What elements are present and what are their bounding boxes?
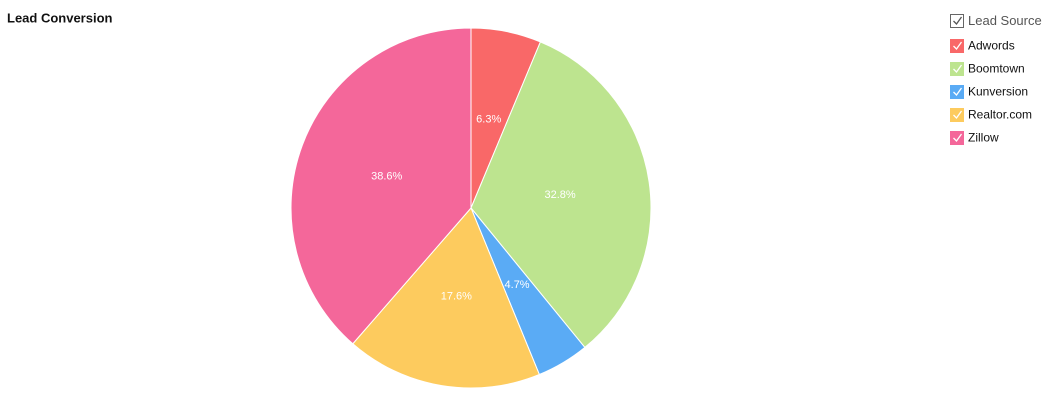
check-icon (953, 41, 963, 51)
legend-swatch (950, 85, 964, 99)
legend-label: Zillow (968, 131, 999, 145)
legend-item[interactable]: Realtor.com (950, 108, 1032, 122)
slice-label: 17.6% (441, 291, 472, 303)
pie-slice[interactable] (290, 27, 472, 345)
legend-item[interactable]: Adwords (950, 39, 1015, 53)
slice-label: 38.6% (371, 170, 402, 182)
legend-label: Boomtown (968, 62, 1025, 76)
check-icon (953, 87, 963, 97)
check-icon (953, 133, 963, 143)
legend-label: Adwords (968, 39, 1015, 53)
legend-label: Kunversion (968, 85, 1028, 99)
legend-header[interactable]: Lead Source (950, 13, 1042, 28)
slice-label: 32.8% (544, 189, 575, 201)
legend-title: Lead Source (968, 13, 1042, 28)
legend-swatch (950, 108, 964, 122)
legend-item[interactable]: Boomtown (950, 62, 1025, 76)
check-icon (953, 110, 963, 120)
legend-label: Realtor.com (968, 108, 1032, 122)
slice-label: 6.3% (476, 114, 501, 126)
chart-title: Lead Conversion (7, 10, 113, 25)
legend-item[interactable]: Zillow (950, 131, 999, 145)
pie-slice[interactable] (352, 207, 541, 389)
legend-swatch (950, 39, 964, 53)
check-icon (953, 16, 963, 26)
legend-checkbox[interactable] (950, 14, 964, 28)
pie-slice[interactable] (470, 41, 652, 349)
legend-swatch (950, 131, 964, 145)
slice-label: 4.7% (505, 279, 530, 291)
legend-swatch (950, 62, 964, 76)
legend-item[interactable]: Kunversion (950, 85, 1028, 99)
check-icon (953, 64, 963, 74)
